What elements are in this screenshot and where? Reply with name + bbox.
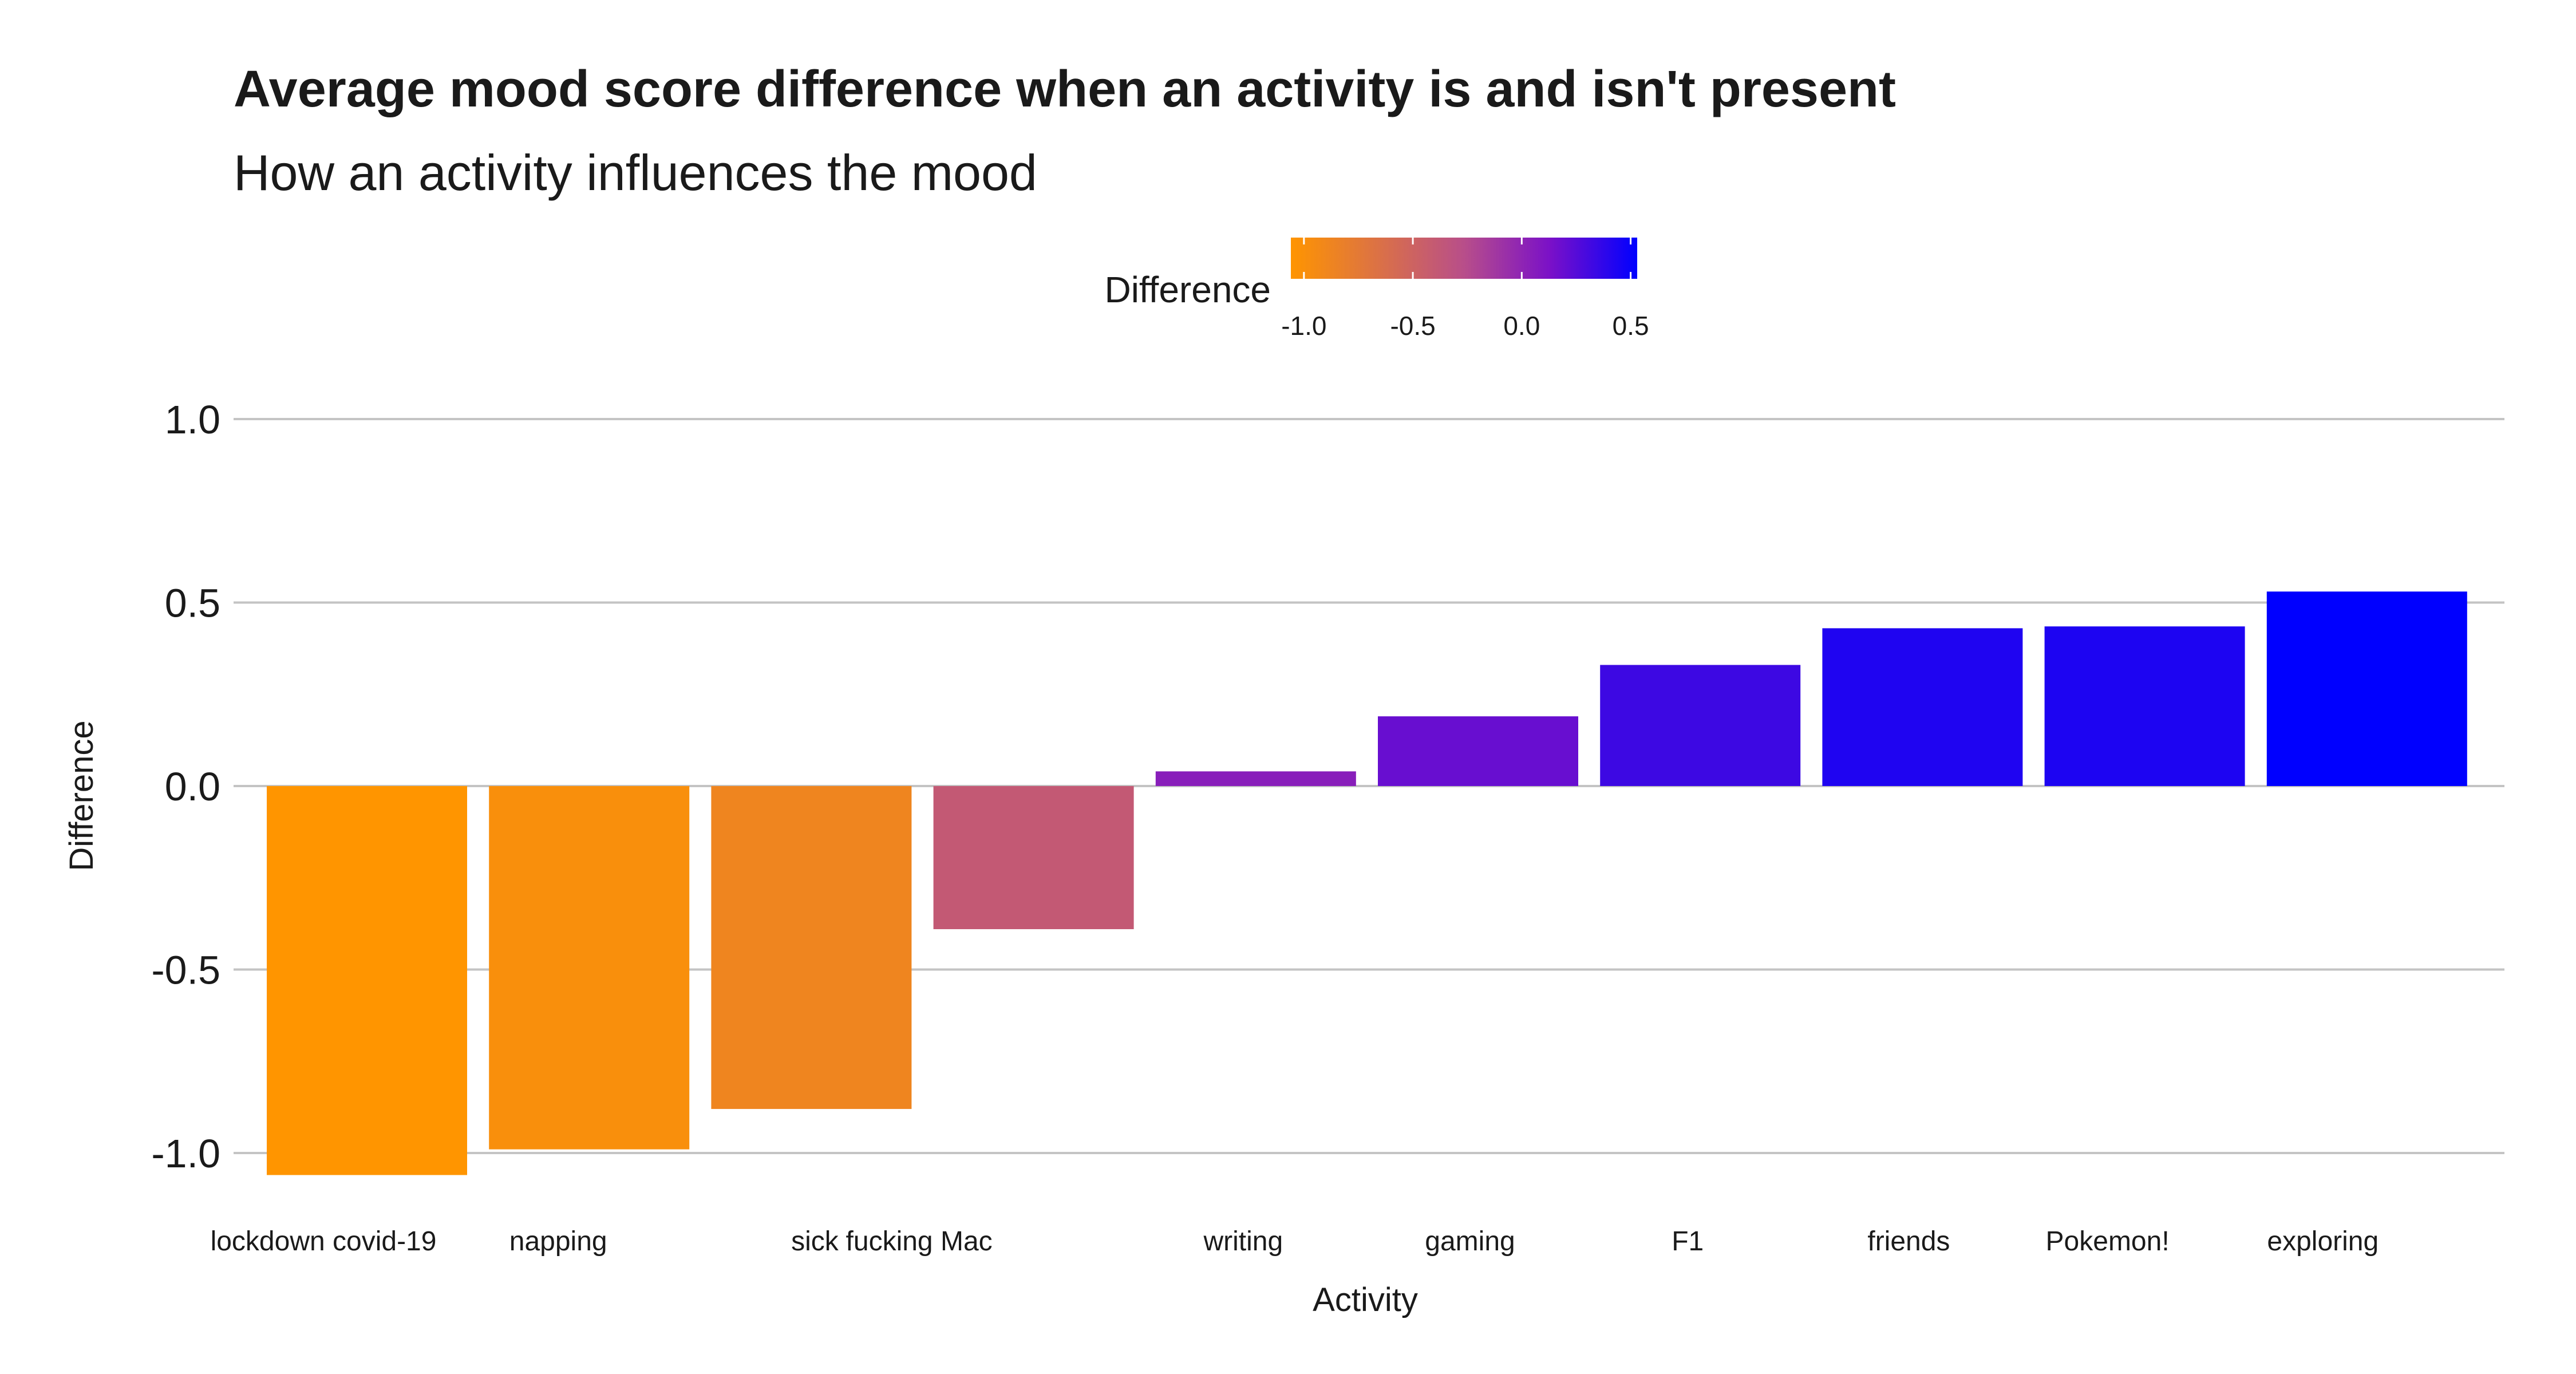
color-legend: Difference -1.0 -0.5 0.0 0.5 xyxy=(1104,238,1649,341)
bar-1 xyxy=(267,786,467,1175)
x-tick-label: lockdown covid-19 xyxy=(211,1226,437,1257)
bar-8 xyxy=(1822,628,2023,786)
y-tick-label: -1.0 xyxy=(151,1131,220,1176)
bar-7 xyxy=(1600,665,1801,786)
bar-9 xyxy=(2044,626,2245,786)
y-axis-label: Difference xyxy=(63,720,100,871)
x-tick-label: sick xyxy=(791,1226,839,1257)
legend-colorbar xyxy=(1291,238,1637,279)
legend-tick-label: -1.0 xyxy=(1281,311,1326,341)
x-tick-label: Pokemon! xyxy=(2046,1226,2170,1257)
bar-3 xyxy=(711,786,912,1110)
x-tick-label: friends xyxy=(1867,1226,1950,1257)
x-tick-label: napping xyxy=(509,1226,607,1257)
y-tick-label: 0.0 xyxy=(165,764,220,809)
legend-ticks: -1.0 -0.5 0.0 0.5 xyxy=(1281,238,1649,341)
chart-title: Average mood score difference when an ac… xyxy=(234,61,1896,118)
legend-tick-label: 0.5 xyxy=(1613,311,1649,341)
x-axis-label: Activity xyxy=(1313,1281,1418,1318)
x-tick-label: exploring xyxy=(2267,1226,2379,1257)
bar-5 xyxy=(1155,771,1356,786)
y-axis-ticks: 1.0 0.5 0.0 -0.5 -1.0 xyxy=(151,397,220,1176)
x-tick-label: F1 xyxy=(1672,1226,1704,1257)
bar-6 xyxy=(1378,716,1578,786)
y-tick-label: 0.5 xyxy=(165,581,220,626)
bar-2 xyxy=(489,786,690,1150)
y-tick-label: 1.0 xyxy=(165,397,220,442)
y-tick-label: -0.5 xyxy=(151,948,220,993)
bars xyxy=(267,591,2467,1175)
bar-10 xyxy=(2266,591,2467,786)
bar-4 xyxy=(933,786,1134,929)
x-tick-label: gaming xyxy=(1425,1226,1515,1257)
x-axis-ticks: lockdown covid-19 napping sick fucking Mac w… xyxy=(211,1226,2379,1257)
x-tick-label: fucking Mac xyxy=(846,1226,993,1257)
legend-tick-label: 0.0 xyxy=(1503,311,1540,341)
legend-tick-label: -0.5 xyxy=(1390,311,1435,341)
legend-title: Difference xyxy=(1104,269,1271,310)
x-tick-label: writing xyxy=(1203,1226,1283,1257)
chart-subtitle: How an activity influences the mood xyxy=(234,144,1037,201)
